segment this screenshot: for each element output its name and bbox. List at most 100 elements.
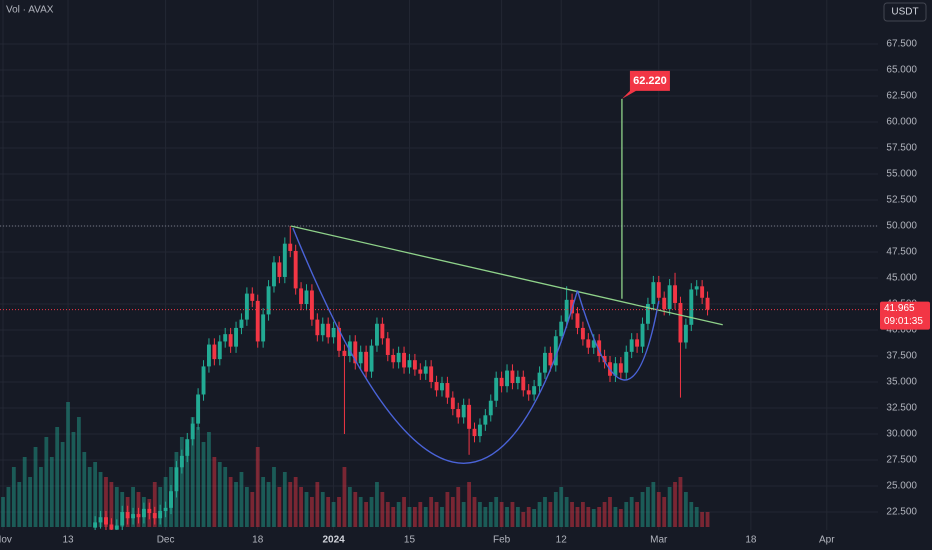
candle-body	[104, 517, 108, 525]
volume-bar	[358, 497, 363, 527]
y-tick-label: 55.000	[886, 169, 917, 180]
candle-body	[418, 369, 423, 374]
candle-body	[277, 262, 282, 277]
volume-bar	[461, 502, 466, 527]
volume-bar	[288, 482, 293, 527]
candle-body	[694, 286, 699, 290]
candle-body	[597, 340, 602, 357]
candle-body	[131, 514, 136, 519]
volume-bar	[44, 437, 49, 527]
volume-bar	[22, 457, 27, 527]
volume-bar	[282, 472, 287, 527]
volume-bar	[342, 467, 347, 527]
candle-body	[272, 262, 276, 287]
candle-body	[320, 323, 325, 336]
candle-body	[586, 339, 591, 348]
volume-bar	[33, 447, 38, 527]
candle-body	[304, 290, 309, 305]
volume-bar	[543, 497, 547, 527]
grid	[0, 0, 878, 530]
candle-body	[651, 282, 656, 305]
candle-body	[656, 282, 661, 298]
axes: 22.500 25.000 27.500 30.000 32.500 35.000 37.5…	[0, 39, 930, 546]
volume-bar	[82, 452, 87, 527]
volume-bar	[564, 497, 569, 527]
volume-bar	[662, 497, 667, 527]
candle-body	[689, 289, 694, 325]
candle-body	[683, 324, 688, 343]
volume-bar	[418, 502, 423, 527]
y-tick-label: 67.500	[886, 39, 917, 50]
volume-bar	[705, 512, 710, 527]
y-tick-label: 52.500	[886, 195, 917, 206]
volume-bar	[261, 477, 266, 527]
candle-body	[98, 517, 103, 523]
volume-bar	[353, 492, 358, 527]
volume-bar	[591, 509, 596, 527]
volume-bar	[450, 497, 455, 527]
cup-curve	[576, 290, 660, 381]
volume-bar	[412, 507, 417, 527]
candle-body	[461, 404, 466, 418]
candle-body	[299, 288, 304, 305]
volume-bar	[228, 477, 233, 527]
volume-bar	[445, 492, 450, 527]
candle-body	[266, 286, 271, 315]
candle-body	[667, 285, 672, 310]
currency-label[interactable]: USDT	[891, 7, 918, 18]
candle-body	[553, 336, 558, 366]
volume-bar	[440, 507, 444, 527]
volume-bar	[49, 457, 54, 527]
volume-bar	[494, 497, 499, 527]
candle-body	[141, 508, 146, 518]
candle-body	[120, 512, 125, 526]
volume-bar	[586, 507, 591, 527]
candle-body	[662, 297, 667, 310]
y-tick-label: 57.500	[886, 143, 917, 154]
candle-body	[337, 327, 341, 351]
volume-bar	[651, 482, 656, 527]
y-tick-label: 25.000	[886, 481, 917, 492]
x-tick-label: Dec	[157, 535, 175, 546]
volume-bar	[532, 509, 537, 527]
volume-bar	[618, 509, 623, 527]
candle-body	[467, 404, 472, 429]
volume-bar	[656, 492, 661, 527]
countdown-label: 09:01:35	[884, 316, 923, 327]
target-callout	[621, 70, 670, 99]
candle-body	[228, 334, 233, 347]
candle-body	[575, 313, 580, 328]
volume-bar	[109, 482, 114, 527]
volume-bar	[689, 502, 694, 527]
volume-bar	[293, 477, 298, 527]
currency-box[interactable]	[883, 2, 927, 22]
candle-body	[331, 327, 336, 338]
volume-bar	[613, 507, 618, 527]
volume-bar	[678, 477, 683, 527]
candle-body	[407, 360, 412, 368]
x-tick-label: Apr	[819, 535, 835, 546]
volume-bar	[239, 472, 244, 527]
y-tick-label: 50.000	[886, 221, 917, 232]
candle-body	[559, 321, 564, 337]
volume-bar	[114, 487, 119, 527]
candle-body	[385, 338, 390, 355]
volume-bar	[304, 492, 309, 527]
candle-body	[494, 377, 499, 401]
volume-bar	[553, 492, 558, 527]
volume-bar	[581, 502, 585, 527]
volume-bar	[11, 467, 16, 527]
candle-body	[499, 377, 504, 387]
y-tick-label: 27.500	[886, 455, 917, 466]
volume-bar	[347, 487, 352, 527]
candle-body	[152, 513, 157, 519]
volume-bar	[570, 502, 574, 527]
volume-bar	[402, 497, 406, 527]
candle-body	[548, 352, 553, 366]
candle-body	[402, 352, 407, 368]
candle-body	[347, 341, 352, 357]
target-label: 62.220	[633, 75, 667, 87]
candle-body	[505, 370, 509, 387]
volume-bar	[526, 507, 531, 527]
